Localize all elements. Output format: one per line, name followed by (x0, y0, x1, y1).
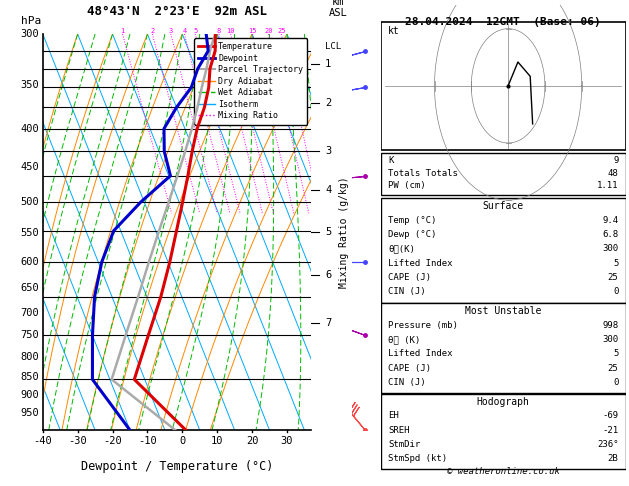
Text: Lifted Index: Lifted Index (388, 349, 452, 359)
Text: 1.11: 1.11 (597, 181, 618, 191)
Text: -20: -20 (103, 436, 122, 446)
Text: 550: 550 (20, 228, 39, 239)
Text: 0: 0 (179, 436, 186, 446)
Text: 15: 15 (248, 28, 257, 34)
Text: 6: 6 (325, 271, 331, 280)
Text: hPa: hPa (21, 16, 42, 26)
Text: -40: -40 (33, 436, 52, 446)
Text: © weatheronline.co.uk: © weatheronline.co.uk (447, 468, 560, 476)
Text: 7: 7 (325, 318, 331, 329)
Bar (381, 21, 626, 150)
Text: 5: 5 (613, 349, 618, 359)
Text: 3: 3 (169, 28, 173, 34)
Text: 1: 1 (325, 59, 331, 69)
Text: -69: -69 (603, 412, 618, 420)
Text: 900: 900 (20, 390, 39, 400)
Text: 48: 48 (608, 169, 618, 178)
Legend: Temperature, Dewpoint, Parcel Trajectory, Dry Adiabat, Wet Adiabat, Isotherm, Mi: Temperature, Dewpoint, Parcel Trajectory… (194, 38, 307, 124)
Text: Totals Totals: Totals Totals (388, 169, 458, 178)
Text: θᴇ(K): θᴇ(K) (388, 244, 415, 253)
Text: 8: 8 (217, 28, 221, 34)
Text: 0: 0 (613, 378, 618, 387)
Text: -21: -21 (603, 426, 618, 434)
Text: Lifted Index: Lifted Index (388, 259, 452, 268)
Text: 450: 450 (20, 162, 39, 173)
Bar (381, 198, 626, 302)
Bar (381, 154, 626, 195)
Text: 1: 1 (120, 28, 125, 34)
Text: 10: 10 (226, 28, 235, 34)
Text: 700: 700 (20, 308, 39, 318)
Text: 10: 10 (211, 436, 223, 446)
Text: Dewp (°C): Dewp (°C) (388, 230, 437, 239)
Text: θᴇ (K): θᴇ (K) (388, 335, 420, 344)
Text: 20: 20 (246, 436, 259, 446)
Text: km
ASL: km ASL (329, 0, 348, 18)
Text: Dewpoint / Temperature (°C): Dewpoint / Temperature (°C) (81, 460, 273, 473)
Text: -30: -30 (69, 436, 87, 446)
Text: SREH: SREH (388, 426, 409, 434)
Text: 400: 400 (20, 123, 39, 134)
Text: 30: 30 (281, 436, 293, 446)
Text: 3: 3 (325, 146, 331, 156)
Text: EH: EH (388, 412, 399, 420)
Text: CAPE (J): CAPE (J) (388, 364, 431, 373)
Text: 0: 0 (613, 287, 618, 296)
Text: kt: kt (388, 26, 399, 36)
Text: 5: 5 (613, 259, 618, 268)
Text: 6.8: 6.8 (603, 230, 618, 239)
Text: 4: 4 (325, 185, 331, 195)
Text: CAPE (J): CAPE (J) (388, 273, 431, 282)
Bar (381, 394, 626, 469)
Text: StmSpd (kt): StmSpd (kt) (388, 454, 447, 463)
Text: 28.04.2024  12GMT  (Base: 06): 28.04.2024 12GMT (Base: 06) (405, 17, 601, 27)
Text: 25: 25 (277, 28, 286, 34)
Text: 236°: 236° (597, 440, 618, 449)
Text: 4: 4 (182, 28, 187, 34)
Text: 500: 500 (20, 197, 39, 207)
Text: 5: 5 (193, 28, 198, 34)
Text: 48°43'N  2°23'E  92m ASL: 48°43'N 2°23'E 92m ASL (87, 5, 267, 18)
Text: 300: 300 (603, 244, 618, 253)
Text: LCL: LCL (325, 42, 342, 51)
Text: Temp (°C): Temp (°C) (388, 215, 437, 225)
Text: 25: 25 (608, 364, 618, 373)
Text: 9.4: 9.4 (603, 215, 618, 225)
Text: CIN (J): CIN (J) (388, 287, 426, 296)
Text: Surface: Surface (482, 201, 524, 210)
Text: 300: 300 (20, 29, 39, 39)
Text: 2B: 2B (608, 454, 618, 463)
Text: 600: 600 (20, 257, 39, 267)
Text: 2: 2 (150, 28, 155, 34)
Text: Pressure (mb): Pressure (mb) (388, 321, 458, 330)
Text: 9: 9 (613, 156, 618, 165)
Text: Most Unstable: Most Unstable (465, 306, 542, 316)
Text: 350: 350 (20, 80, 39, 90)
Bar (381, 303, 626, 393)
Text: StmDir: StmDir (388, 440, 420, 449)
Text: 300: 300 (603, 335, 618, 344)
Text: 850: 850 (20, 372, 39, 382)
Text: 25: 25 (608, 273, 618, 282)
Text: 800: 800 (20, 352, 39, 362)
Text: Mixing Ratio (g/kg): Mixing Ratio (g/kg) (340, 176, 349, 288)
Text: 20: 20 (264, 28, 273, 34)
Text: 998: 998 (603, 321, 618, 330)
Text: 5: 5 (325, 227, 331, 237)
Text: -10: -10 (138, 436, 157, 446)
Text: Hodograph: Hodograph (477, 397, 530, 407)
Text: K: K (388, 156, 393, 165)
Text: PW (cm): PW (cm) (388, 181, 426, 191)
Text: 2: 2 (325, 98, 331, 107)
Text: 650: 650 (20, 283, 39, 294)
Text: CIN (J): CIN (J) (388, 378, 426, 387)
Text: 950: 950 (20, 408, 39, 418)
Text: 750: 750 (20, 330, 39, 341)
